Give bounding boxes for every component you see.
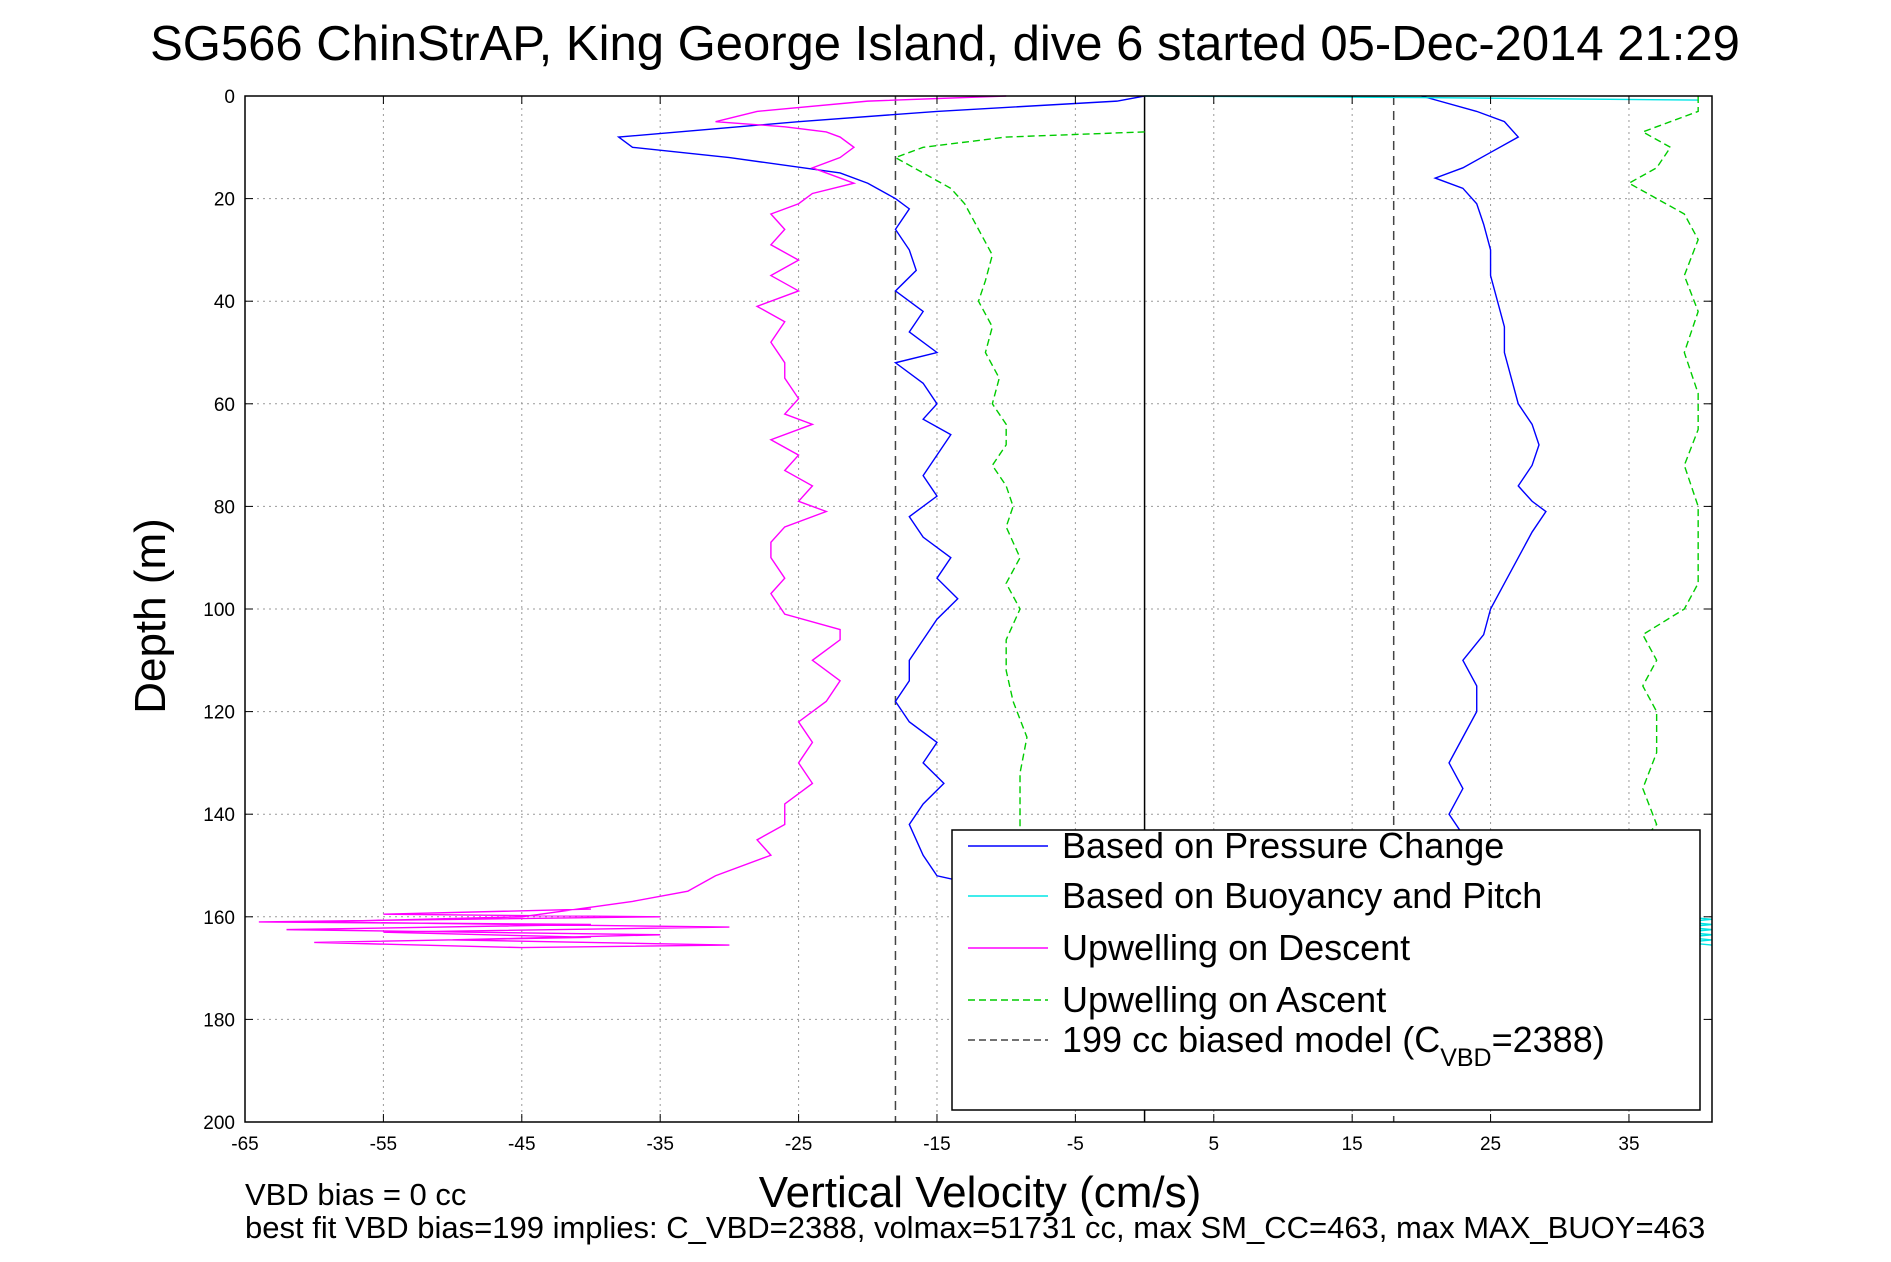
series-layer bbox=[258, 95, 1713, 949]
x-tick-label: -65 bbox=[231, 1134, 258, 1155]
y-tick-label: 60 bbox=[214, 395, 235, 416]
x-tick-label: -35 bbox=[646, 1134, 673, 1155]
y-tick-label: 80 bbox=[214, 497, 235, 518]
x-tick-label: -5 bbox=[1067, 1134, 1084, 1155]
x-tick-label: -15 bbox=[923, 1134, 950, 1155]
legend-label: Based on Buoyancy and Pitch bbox=[1062, 875, 1542, 916]
x-tick-label: -25 bbox=[785, 1134, 812, 1155]
tick-labels: -65 -55 -45 -35 -25 -15 -5 5 15 25 350204060801001… bbox=[203, 87, 1712, 1155]
y-tick-label: 200 bbox=[203, 1113, 235, 1134]
x-tick-label: 35 bbox=[1618, 1134, 1639, 1155]
y-tick-label: 120 bbox=[203, 703, 235, 724]
y-tick-label: 40 bbox=[214, 292, 235, 313]
x-tick-label: 25 bbox=[1480, 1134, 1501, 1155]
y-axis-label: Depth (m) bbox=[126, 518, 175, 714]
best-fit-note: best fit VBD bias=199 implies: C_VBD=238… bbox=[245, 1210, 1705, 1245]
series-line-upwelling-on-ascent bbox=[893, 131, 1145, 882]
y-tick-label: 0 bbox=[224, 87, 235, 108]
series-line-based-on-pressure-change bbox=[616, 95, 1145, 892]
bias-note: VBD bias = 0 cc bbox=[245, 1177, 466, 1212]
legend-label: Upwelling on Descent bbox=[1062, 927, 1410, 968]
y-tick-label: 180 bbox=[203, 1010, 235, 1031]
x-tick-label: 5 bbox=[1208, 1134, 1219, 1155]
y-tick-label: 100 bbox=[203, 600, 235, 621]
y-tick-label: 160 bbox=[203, 908, 235, 929]
y-tick-label: 20 bbox=[214, 190, 235, 211]
series-line-upwelling-on-ascent-right bbox=[1627, 96, 1699, 841]
chart-title: SG566 ChinStrAP, King George Island, div… bbox=[150, 17, 1740, 71]
x-tick-label: 15 bbox=[1342, 1134, 1363, 1155]
series-line-based-on-pressure-change-right bbox=[1421, 95, 1547, 836]
series-line-upwelling-on-descent bbox=[258, 95, 1007, 949]
legend-label: Based on Pressure Change bbox=[1062, 825, 1504, 866]
legend-box bbox=[951, 829, 1701, 1111]
x-tick-label: -55 bbox=[370, 1134, 397, 1155]
legend-label: Upwelling on Ascent bbox=[1062, 979, 1386, 1020]
legend: Based on Pressure Change Based on Buoyanc… bbox=[951, 825, 1701, 1111]
x-axis-label: Vertical Velocity (cm/s) bbox=[759, 1168, 1202, 1217]
y-tick-label: 140 bbox=[203, 805, 235, 826]
x-tick-label: -45 bbox=[508, 1134, 535, 1155]
